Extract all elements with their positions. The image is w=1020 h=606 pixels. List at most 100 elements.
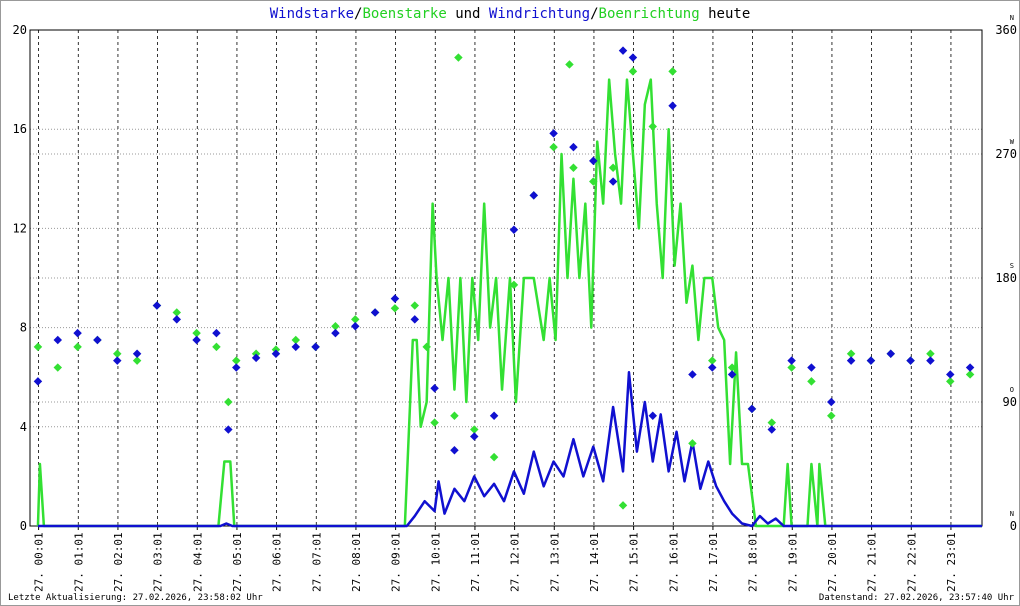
title-part: / (354, 6, 362, 22)
direction-marker (430, 383, 439, 393)
x-tick-label: 27. 18:01 (747, 532, 760, 592)
y2-tick-label: 360 (995, 23, 1017, 37)
y2-tick-letter: N (1010, 14, 1014, 22)
x-tick-label: 27. 11:01 (469, 532, 482, 592)
direction-marker (946, 377, 955, 386)
direction-marker (965, 370, 975, 379)
direction-marker (132, 356, 142, 365)
direction-marker (172, 315, 182, 324)
direction-marker (224, 397, 233, 407)
direction-marker (132, 349, 142, 359)
title-part: / (590, 6, 598, 22)
direction-marker (351, 315, 360, 324)
x-tick-label: 27. 14:01 (588, 532, 601, 592)
direction-marker (152, 301, 162, 310)
direction-marker (113, 356, 122, 365)
x-tick-label: 27. 16:01 (667, 532, 680, 592)
title-part: Windstarke (270, 6, 354, 22)
direction-marker (906, 356, 915, 365)
direction-marker (390, 304, 400, 313)
x-tick-label: 27. 23:01 (945, 532, 958, 592)
direction-marker (73, 342, 82, 352)
direction-marker (846, 356, 856, 365)
direction-marker (708, 363, 717, 372)
direction-marker (618, 501, 628, 510)
x-tick-label: 27. 02:01 (112, 532, 125, 592)
direction-marker (946, 370, 955, 379)
direction-marker (271, 349, 281, 359)
x-tick-label: 27. 07:01 (310, 532, 323, 592)
direction-marker (926, 356, 935, 365)
y2-tick-letter: O (1010, 386, 1014, 394)
y-tick-label: 4 (20, 420, 27, 434)
direction-marker (747, 404, 757, 414)
y-tick-label: 0 (20, 519, 27, 533)
direction-marker (73, 328, 82, 338)
y-tick-label: 8 (20, 321, 27, 335)
direction-marker (688, 439, 697, 448)
x-tick-label: 27. 15:01 (628, 532, 641, 592)
direction-marker (410, 301, 420, 310)
x-tick-label: 27. 22:01 (905, 532, 918, 592)
direction-marker (93, 335, 102, 345)
speed-line (37, 370, 982, 528)
direction-marker (351, 321, 360, 331)
direction-marker (370, 308, 380, 317)
direction-marker (53, 335, 63, 345)
x-tick-label: 27. 20:01 (826, 532, 839, 592)
x-tick-label: 27. 06:01 (271, 532, 284, 592)
title-part: Boenstarke (362, 6, 446, 22)
direction-marker (390, 294, 400, 303)
direction-marker (648, 411, 658, 421)
title-part: heute (700, 6, 751, 22)
direction-marker (251, 353, 261, 363)
direction-marker (192, 335, 201, 345)
direction-marker (450, 411, 459, 421)
direction-marker (291, 335, 301, 345)
x-tick-label: 27. 05:01 (231, 532, 244, 592)
x-tick-label: 27. 19:01 (786, 532, 799, 592)
direction-marker (212, 342, 221, 352)
direction-marker (866, 356, 876, 365)
y-tick-label: 16 (13, 122, 27, 136)
y-tick-label: 12 (13, 221, 27, 235)
direction-marker (727, 370, 737, 379)
direction-marker (509, 280, 519, 290)
title-part: Boenrichtung (599, 6, 700, 22)
direction-marker (688, 370, 697, 379)
direction-marker (509, 225, 519, 235)
direction-marker (827, 397, 836, 407)
y2-tick-letter: N (1010, 510, 1014, 518)
direction-marker (33, 342, 43, 352)
direction-marker (232, 356, 241, 365)
direction-marker (767, 418, 777, 427)
direction-marker (331, 321, 340, 331)
direction-marker (331, 328, 340, 338)
speed-line (36, 78, 982, 528)
x-tick-label: 27. 13:01 (548, 532, 561, 592)
direction-marker (965, 363, 975, 372)
footer-right: Datenstand: 27.02.2026, 23:57:40 Uhr (819, 593, 1015, 603)
footer-left: Letzte Aktualisierung: 27.02.2026, 23:58… (8, 593, 263, 603)
x-tick-label: 27. 03:01 (152, 532, 165, 592)
direction-marker (33, 377, 43, 386)
direction-marker (53, 363, 63, 372)
direction-marker (846, 349, 856, 359)
direction-marker (172, 308, 182, 317)
title-part: Windrichtung (489, 6, 590, 22)
direction-marker (489, 452, 499, 462)
direction-marker (291, 342, 301, 352)
x-tick-label: 27. 12:01 (509, 532, 522, 592)
direction-marker (410, 315, 420, 324)
direction-marker (708, 356, 717, 365)
direction-marker (807, 377, 816, 386)
plot-border (29, 29, 983, 527)
direction-marker (232, 363, 241, 372)
direction-marker (113, 349, 122, 359)
x-tick-label: 27. 01:01 (72, 532, 85, 592)
x-tick-label: 27. 17:01 (707, 532, 720, 592)
x-tick-label: 27. 10:01 (429, 532, 442, 592)
direction-marker (454, 53, 463, 62)
direction-marker (224, 425, 233, 434)
